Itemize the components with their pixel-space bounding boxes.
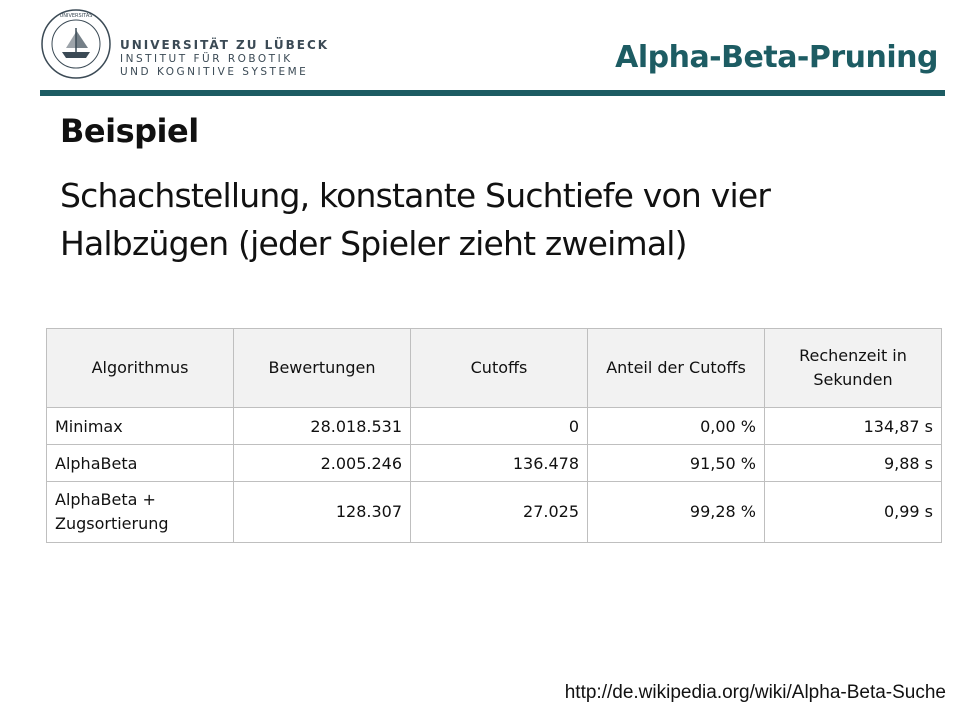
cell-algorithm: AlphaBeta — [46, 444, 234, 482]
institute-name: INSTITUT FÜR ROBOTIK UND KOGNITIVE SYSTE… — [120, 53, 308, 79]
cell-evaluations: 128.307 — [233, 481, 411, 543]
slide-header: UNIVERSITAS UNIVERSITÄT ZU LÜBECK INSTIT… — [0, 0, 960, 100]
body-text: Schachstellung, konstante Suchtiefe von … — [60, 176, 771, 263]
institute-line-1: INSTITUT FÜR ROBOTIK — [120, 53, 293, 65]
column-header-cutoff-share: Anteil der Cutoffs — [587, 328, 765, 408]
results-table: Algorithmus Bewertungen Cutoffs Anteil d… — [46, 328, 942, 543]
cell-algorithm: Minimax — [46, 407, 234, 445]
table-header-row: Algorithmus Bewertungen Cutoffs Anteil d… — [46, 328, 942, 408]
column-header-algorithm: Algorithmus — [46, 328, 234, 408]
slide-title: Alpha-Beta-Pruning — [615, 40, 938, 75]
cell-cutoffs: 136.478 — [410, 444, 588, 482]
column-header-cutoffs: Cutoffs — [410, 328, 588, 408]
institute-line-2: UND KOGNITIVE SYSTEME — [120, 66, 309, 78]
cell-runtime: 0,99 s — [764, 481, 942, 543]
source-url: http://de.wikipedia.org/wiki/Alpha-Beta-… — [564, 682, 946, 703]
header-divider — [40, 90, 945, 96]
column-header-evaluations: Bewertungen — [233, 328, 411, 408]
cell-runtime: 9,88 s — [764, 444, 942, 482]
section-heading: Beispiel — [60, 112, 199, 150]
cell-algorithm: AlphaBeta + Zugsortierung — [46, 481, 234, 543]
cell-cutoffs: 0 — [410, 407, 588, 445]
cell-cutoff-share: 0,00 % — [587, 407, 765, 445]
svg-text:UNIVERSITAS: UNIVERSITAS — [60, 13, 93, 19]
cell-cutoffs: 27.025 — [410, 481, 588, 543]
column-header-runtime: Rechenzeit in Sekunden — [764, 328, 942, 408]
university-seal-logo: UNIVERSITAS — [41, 9, 111, 79]
cell-cutoff-share: 91,50 % — [587, 444, 765, 482]
table-row: AlphaBeta + Zugsortierung 128.307 27.025… — [46, 481, 942, 543]
cell-evaluations: 2.005.246 — [233, 444, 411, 482]
table-row: Minimax 28.018.531 0 0,00 % 134,87 s — [46, 407, 942, 445]
cell-runtime: 134,87 s — [764, 407, 942, 445]
cell-evaluations: 28.018.531 — [233, 407, 411, 445]
university-name: UNIVERSITÄT ZU LÜBECK — [120, 38, 330, 52]
table-row: AlphaBeta 2.005.246 136.478 91,50 % 9,88… — [46, 444, 942, 482]
cell-cutoff-share: 99,28 % — [587, 481, 765, 543]
